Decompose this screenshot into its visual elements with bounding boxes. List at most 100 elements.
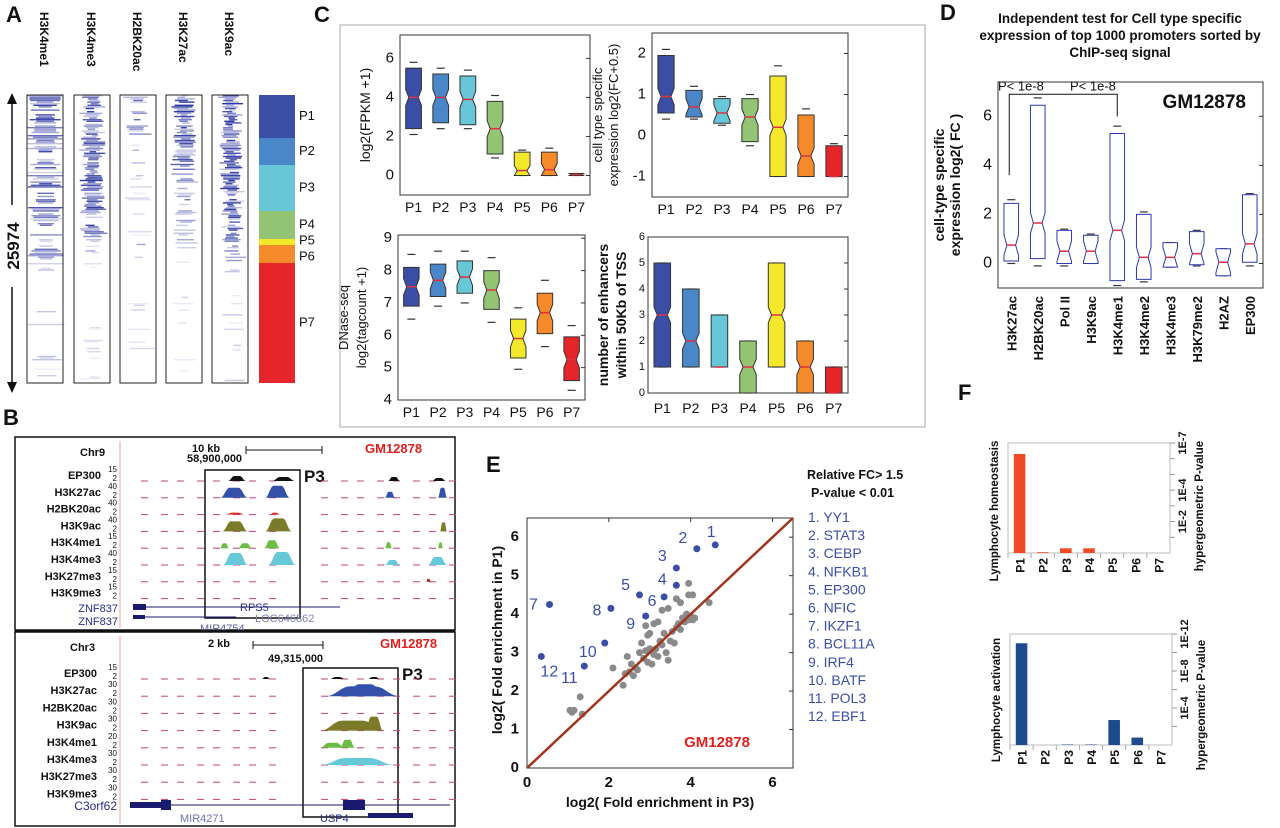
heatmap-line	[85, 167, 99, 169]
box-P4	[741, 93, 759, 147]
heatmap-line	[30, 181, 61, 183]
heatmap-line	[225, 122, 242, 124]
point-label: 3	[658, 548, 667, 565]
browser-frame	[14, 631, 456, 827]
heatmap-line	[179, 143, 193, 145]
heatmap-line	[36, 176, 55, 178]
heatmap-line	[27, 127, 63, 129]
heatmap-line	[79, 112, 103, 114]
y-tick-label: 1	[511, 721, 519, 738]
category-label: P1	[403, 404, 420, 420]
heatmap-line	[174, 135, 196, 137]
legend-item: 6. NFIC	[808, 600, 856, 616]
heatmap-frame	[211, 94, 249, 384]
bar-P2	[1036, 552, 1049, 553]
heatmap-line	[229, 119, 238, 121]
heatmap-line	[218, 96, 238, 98]
heatmap-line	[28, 207, 64, 209]
heatmap-line	[180, 127, 187, 129]
category-label: P7	[563, 404, 580, 420]
heatmap-line	[33, 104, 57, 106]
heatmap-line	[229, 269, 240, 271]
box-P4	[739, 340, 757, 394]
heatmap-line	[34, 146, 57, 148]
heatmap-line	[133, 99, 143, 102]
heatmap-line	[86, 239, 102, 241]
heatmap-line	[38, 213, 54, 215]
box-body	[563, 336, 580, 382]
y-axis-label: number of enhancers	[595, 244, 611, 387]
box-body	[657, 55, 675, 114]
heatmap-line	[87, 202, 100, 204]
heatmap-line	[133, 192, 146, 194]
box-H3K9ac	[1082, 233, 1099, 265]
heatmap-line	[177, 144, 195, 146]
y-axis-label: log2( Fold enrichment in P1)	[489, 546, 505, 734]
y-tick-label: 1E-8	[1179, 659, 1191, 682]
heatmap-line	[177, 96, 186, 98]
box-body	[1162, 242, 1179, 268]
y-tick-label: 1E-12	[1179, 619, 1191, 648]
chromosome-label: Chr3	[70, 642, 95, 654]
category-label: P7	[1152, 558, 1166, 573]
heatmap-line	[224, 184, 239, 186]
heatmap-line	[227, 203, 234, 206]
track-max: 30	[108, 715, 117, 724]
heatmap-line	[36, 101, 54, 103]
heatmap-line	[85, 224, 95, 226]
gene-name: ZNF837	[78, 603, 118, 615]
heatmap-line	[181, 296, 189, 298]
heatmap-line	[133, 119, 141, 121]
signal-peak	[440, 522, 447, 532]
track-min: 2	[113, 792, 118, 801]
track-max: 15	[108, 566, 117, 575]
heatmap-line	[222, 239, 241, 241]
row-count-label: 25974	[4, 222, 23, 270]
heatmap-line	[87, 162, 99, 164]
highlighted-point	[642, 612, 650, 620]
signal-peak	[320, 742, 345, 748]
track-max: 30	[108, 680, 117, 689]
cluster-bar-P4	[259, 211, 295, 239]
box-P3	[713, 95, 731, 126]
bar-P6	[1131, 737, 1144, 745]
heatmap-line	[87, 226, 99, 228]
heatmap-line	[39, 183, 53, 185]
genome-browser-Chr9: Chr9 10 kb58,900,000GM12878P3EP300152H3K2…	[14, 436, 456, 635]
x-axis-label: log2( Fold enrichment in P3)	[566, 794, 754, 810]
x-tick-label: 0	[523, 774, 531, 791]
heatmap-line	[178, 194, 193, 196]
track-min: 2	[113, 672, 118, 681]
diagonal-line	[526, 517, 794, 769]
box-P6	[536, 279, 554, 348]
data-point	[689, 591, 697, 599]
heatmap-line	[132, 112, 148, 114]
box-body	[797, 114, 815, 177]
heatmap-line	[84, 154, 101, 156]
heatmap-line	[222, 128, 233, 130]
heatmap-line	[89, 151, 97, 153]
highlighted-point	[711, 541, 719, 549]
gene-exon	[343, 800, 365, 810]
signal-peak	[438, 487, 447, 498]
panel-label-d: D	[940, 0, 956, 25]
heatmap-line	[173, 229, 196, 231]
track-min: 2	[113, 689, 118, 698]
heatmap-line	[27, 138, 63, 140]
heatmap-line	[86, 120, 104, 122]
heatmap-line	[34, 130, 57, 132]
heatmap-line	[180, 130, 194, 132]
signal-peak	[272, 477, 295, 481]
box-P6	[540, 147, 558, 177]
heatmap-line	[223, 191, 245, 193]
heatmap-line	[223, 178, 240, 180]
track-label: H3K27me3	[41, 771, 97, 783]
heatmap-line	[225, 200, 244, 202]
category-label: P4	[486, 199, 503, 215]
signal-peak	[385, 491, 395, 498]
heatmap-line	[35, 251, 58, 254]
heatmap-line	[87, 186, 104, 188]
heatmap-line	[229, 109, 235, 111]
heatmap-line	[89, 117, 97, 119]
highlighted-point	[636, 591, 644, 599]
